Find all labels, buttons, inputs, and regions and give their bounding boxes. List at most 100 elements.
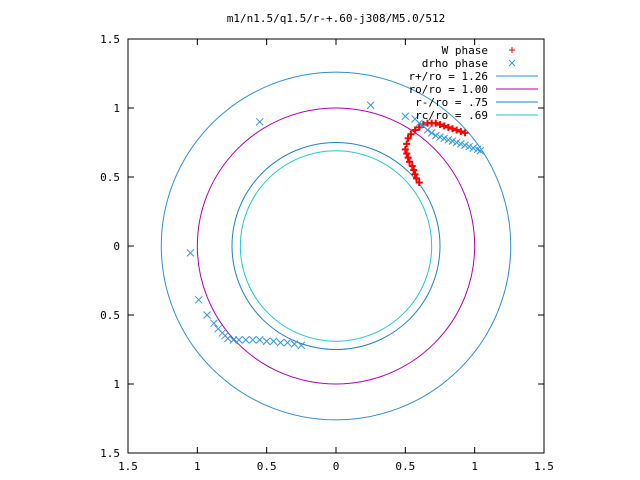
cross-stroke (214, 324, 222, 333)
circle-2 (231, 142, 441, 350)
cross-stroke (452, 138, 461, 147)
cross-stroke (448, 137, 457, 145)
legend-label: rc/ro = .69 (415, 109, 488, 122)
w-phase-point (440, 122, 448, 130)
cross-stroke (461, 141, 469, 150)
cross-stroke (473, 145, 482, 154)
cross-stroke (431, 131, 440, 140)
drho-phase-point (444, 135, 453, 144)
circle-3 (239, 150, 433, 342)
w-phase-point (403, 150, 411, 158)
reference-circles (160, 71, 512, 421)
w-phase-point (401, 145, 409, 153)
drho-phase-point (401, 112, 410, 121)
w-phase-point (404, 134, 412, 142)
y-tick-label: 0 (113, 240, 120, 253)
legend-label: W phase (442, 44, 488, 57)
w-phase-point (403, 140, 411, 148)
circle-0 (160, 71, 512, 421)
x-tick-label: 1.5 (118, 460, 138, 473)
w-phase-point (410, 166, 418, 174)
drho-phase-point (436, 133, 444, 141)
cross-stroke (269, 337, 278, 346)
drho-phase-point (423, 126, 432, 134)
drho-phase-point (452, 138, 461, 147)
cross-stroke (283, 338, 292, 347)
cross-stroke (401, 112, 410, 121)
w-phase-point (461, 129, 469, 137)
drho-phase-point (476, 146, 485, 155)
circle-1 (196, 107, 476, 385)
cross-stroke (456, 140, 465, 148)
drho-phase-point (242, 335, 250, 344)
w-phase-point (411, 170, 419, 178)
y-tick-label: 0.5 (100, 171, 120, 184)
cross-stroke (297, 341, 306, 350)
drho-phase-point (223, 334, 232, 343)
cross-stroke (255, 335, 264, 344)
drho-phase-point (248, 335, 257, 344)
drho-phase-point (255, 335, 264, 344)
cross-stroke (366, 101, 375, 110)
drho-phase-point (469, 144, 478, 152)
drho-phase-point (283, 338, 292, 347)
drho-phase-point (194, 295, 203, 304)
legend-label: drho phase (422, 57, 488, 70)
y-tick-label: 1 (113, 102, 120, 115)
cross-stroke (248, 335, 257, 344)
cross-stroke (290, 340, 299, 348)
drho-phase-point (461, 141, 469, 150)
drho-phase-point (415, 119, 424, 128)
y-tick-label: 1.5 (100, 33, 120, 46)
drho-phase-point (456, 140, 465, 148)
chart-title: m1/n1.5/q1.5/r-+.60-j308/M5.0/512 (227, 12, 446, 25)
drho-phase-point (262, 337, 271, 346)
w-phase-point (412, 174, 420, 182)
legend-marker (508, 59, 516, 67)
cross-stroke (427, 128, 436, 137)
drho-phase-point (366, 101, 375, 110)
y-tick-label: 1.5 (100, 447, 120, 460)
cross-stroke (276, 338, 285, 347)
cross-stroke (411, 115, 419, 123)
legend-marker (509, 47, 515, 53)
legend-label: r-/ro = .75 (415, 96, 488, 109)
cross-stroke (229, 335, 238, 344)
drho-phase-point (448, 137, 457, 145)
w-phase-point (405, 158, 413, 166)
cross-stroke (423, 126, 432, 134)
drho-phase-point (255, 117, 264, 126)
cross-stroke (469, 144, 478, 152)
w-phase-point (453, 126, 461, 134)
drho-phase-point (465, 142, 473, 151)
drho-phase-point (229, 335, 238, 344)
cross-stroke (235, 335, 243, 344)
drho-phase-point (210, 319, 218, 328)
x-tick-label: 0.5 (395, 460, 415, 473)
drho-phase-point (431, 131, 440, 140)
drho-phase-point (186, 249, 195, 257)
w-phase-point (407, 130, 415, 138)
w-phase-point (411, 126, 419, 134)
cross-stroke (444, 135, 453, 144)
cross-stroke (194, 295, 203, 304)
cross-stroke (186, 249, 195, 257)
w-phase-point (415, 179, 423, 187)
cross-stroke (255, 117, 264, 126)
drho-phase-point (290, 340, 299, 348)
legend-label: ro/ro = 1.00 (409, 83, 488, 96)
cross-stroke (419, 122, 428, 130)
w-phase-point (424, 119, 432, 127)
drho-phase-point (427, 128, 436, 137)
drho-phase-point (235, 335, 243, 344)
drho-phase-point (297, 341, 306, 350)
drho-phase-point (269, 337, 278, 346)
cross-stroke (465, 142, 473, 151)
w-phase-point (444, 123, 452, 131)
x-tick-label: 1 (471, 460, 478, 473)
cross-stroke (476, 146, 485, 155)
cross-stroke (242, 335, 250, 344)
